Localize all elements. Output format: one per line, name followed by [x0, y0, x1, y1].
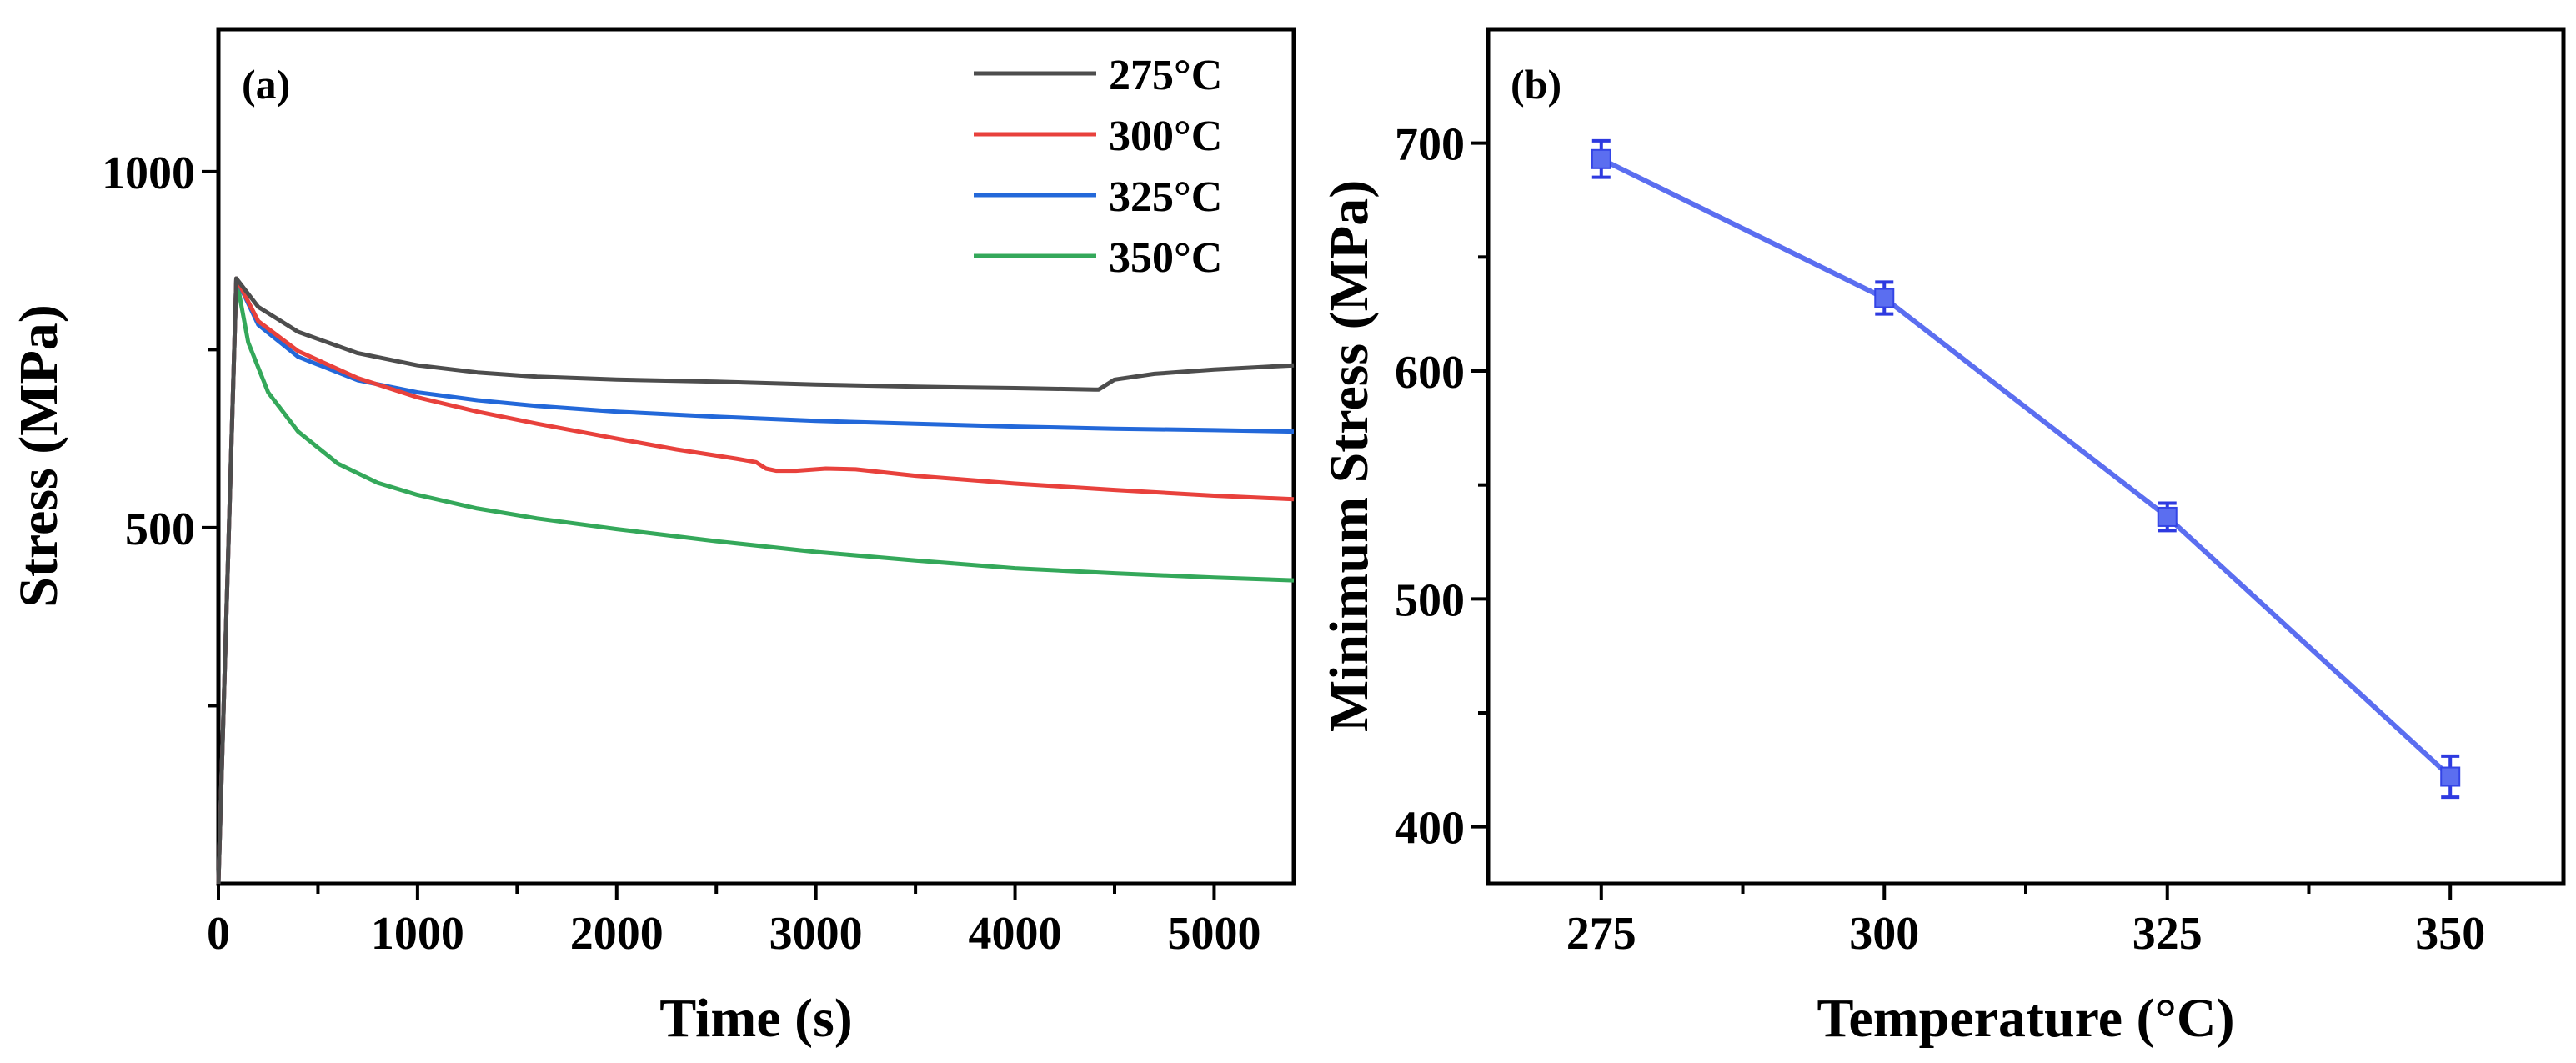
- x-tick-label: 350: [2415, 908, 2485, 960]
- panel-b-label: (b): [1511, 61, 1561, 108]
- x-tick-label: 4000: [969, 908, 1062, 960]
- y-tick-label: 500: [125, 504, 195, 555]
- x-tick-label: 300: [1849, 908, 1919, 960]
- legend-label-3: 350°C: [1109, 234, 1222, 282]
- y-tick-label: 700: [1395, 119, 1465, 171]
- data-point-3: [2440, 766, 2461, 787]
- panel-a-label: (a): [242, 61, 290, 108]
- x-tick-label: 325: [2132, 908, 2203, 960]
- y-tick-label: 500: [1395, 574, 1465, 626]
- series-line-2: [216, 276, 1295, 885]
- x-tick-label: 275: [1566, 908, 1636, 960]
- panel-a-legend: 275°C 300°C 325°C 350°C: [974, 52, 1222, 282]
- panel-a-stress-relaxation-chart: 0 1000 2000 3000 4000 5000 500 1000 (a) Time (s…: [8, 27, 1296, 1049]
- panel-b-minimum-stress-chart: 275 300 325 350 400 500 600 700 (b) Temperature…: [1319, 27, 2566, 1049]
- series-line-0: [216, 276, 1295, 885]
- y-tick-label: 600: [1395, 347, 1465, 399]
- legend-label-2: 325°C: [1109, 173, 1222, 221]
- panel-b-x-axis-label: Temperature (°C): [1817, 988, 2234, 1049]
- series-line-1: [216, 276, 1295, 885]
- panel-b-frame: [1486, 27, 2566, 886]
- y-tick-label: 1000: [102, 148, 195, 199]
- data-point-1: [1874, 288, 1895, 308]
- x-tick-label: 1000: [371, 908, 464, 960]
- x-tick-label: 0: [207, 908, 230, 960]
- legend-label-0: 275°C: [1109, 52, 1222, 99]
- data-point-0: [1591, 148, 1611, 169]
- data-point-2: [2157, 506, 2178, 527]
- x-tick-label: 5000: [1167, 908, 1260, 960]
- panel-b-y-axis-label: Minimum Stress (MPa): [1319, 180, 1380, 732]
- x-tick-label: 3000: [769, 908, 863, 960]
- legend-label-1: 300°C: [1109, 113, 1222, 160]
- x-tick-label: 2000: [570, 908, 664, 960]
- min-stress-line: [1600, 157, 2453, 779]
- y-tick-label: 400: [1395, 803, 1465, 855]
- panel-a-x-axis-label: Time (s): [659, 988, 853, 1049]
- series-line-3: [216, 276, 1295, 885]
- panel-a-frame: [216, 27, 1296, 886]
- panel-a-y-axis-label: Stress (MPa): [8, 304, 69, 608]
